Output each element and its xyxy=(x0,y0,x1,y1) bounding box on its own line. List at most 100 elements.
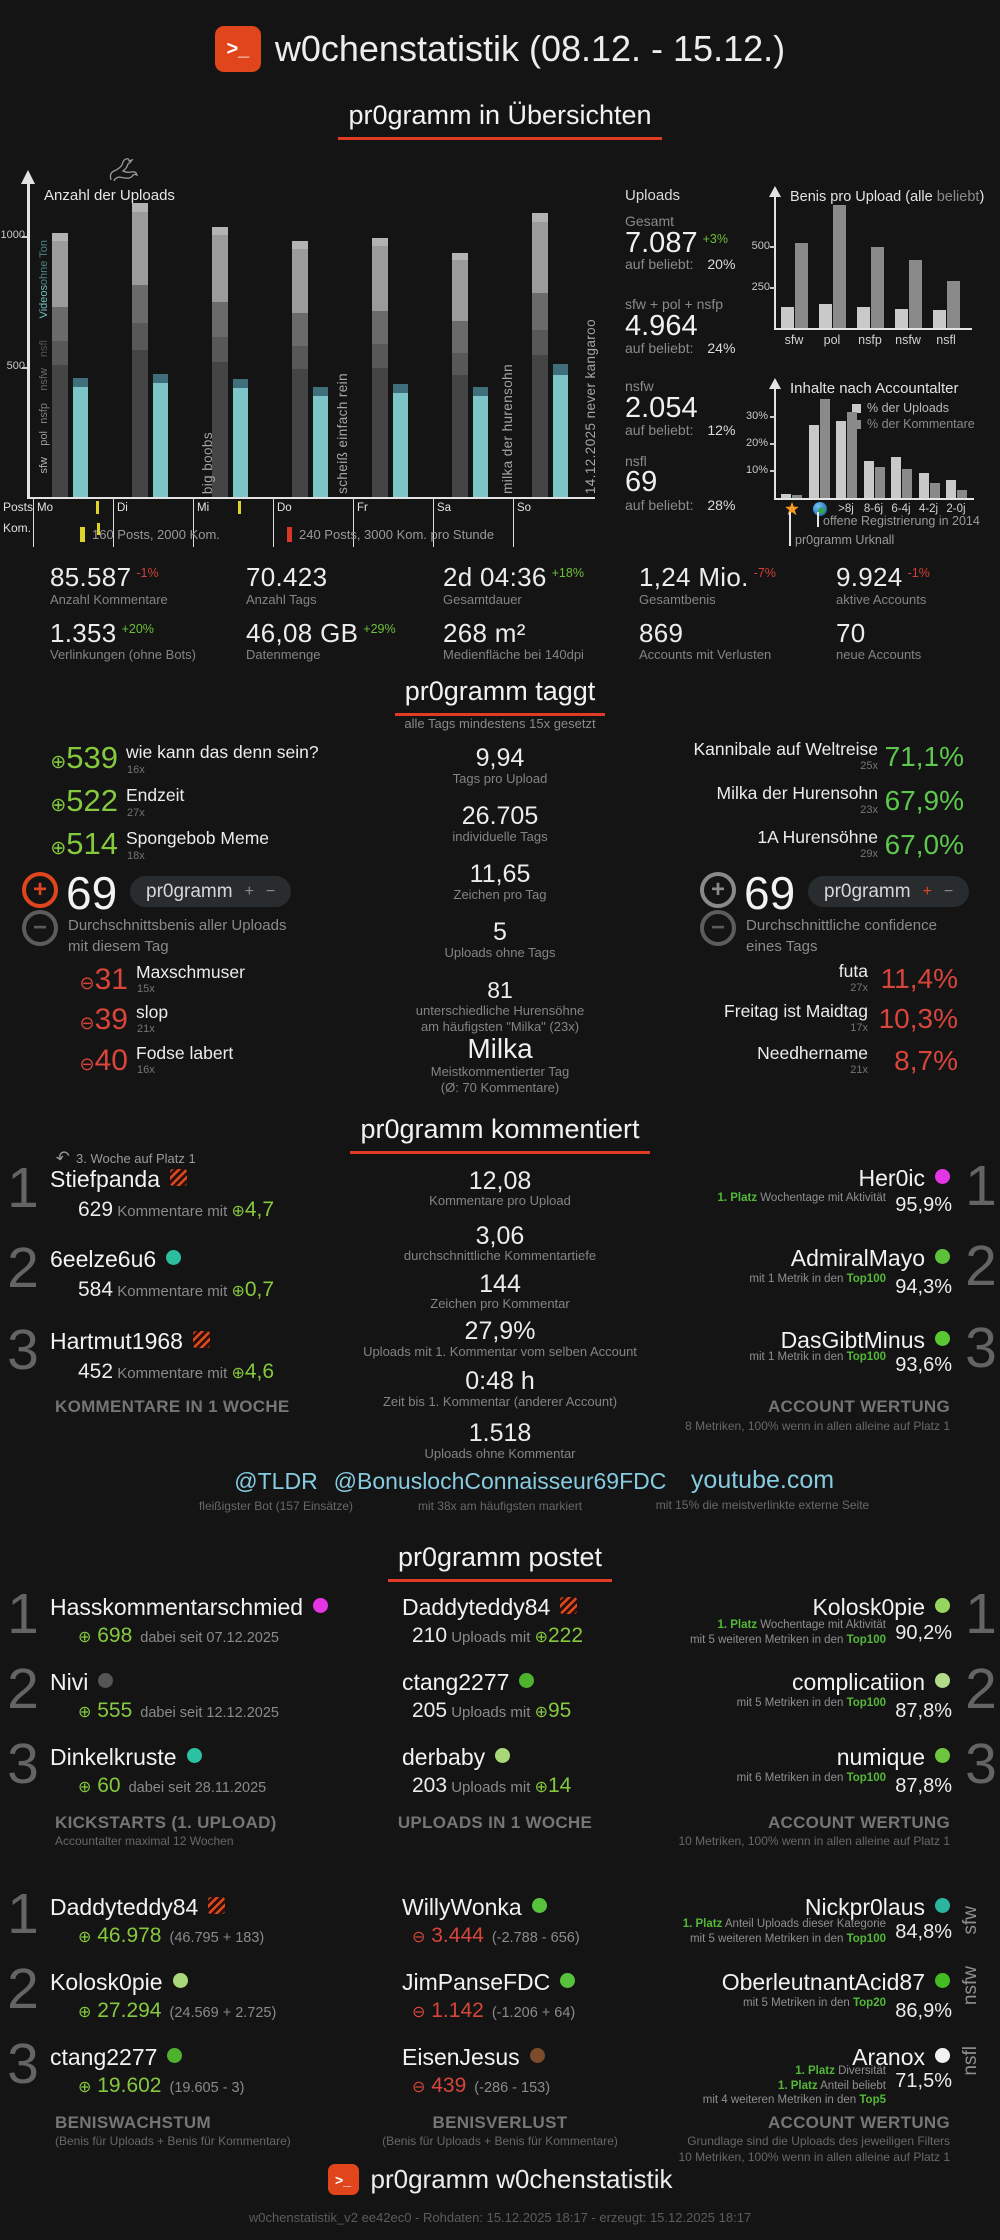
stat-caption: neue Accounts xyxy=(836,647,922,662)
user-dot-icon xyxy=(313,1598,329,1613)
benis-growth-stats: ⊕ 19.602 (19.605 - 3) xyxy=(78,2074,245,2097)
hatched-badge-icon xyxy=(169,1169,187,1186)
flop-tag-score: ⊖39 xyxy=(79,1003,128,1036)
uploads-stack-bar-mo xyxy=(52,233,68,241)
stat-caption: Accounts mit Verlusten xyxy=(639,647,772,662)
rank-digit: 2 xyxy=(965,1657,997,1721)
link-tldr: @TLDR fleißigster Bot (157 Einsätze) xyxy=(198,1468,354,1513)
column-footer: ACCOUNT WERTUNG xyxy=(767,1397,950,1416)
pill-minus: − xyxy=(943,882,954,900)
y-tick-1000: 1000 xyxy=(0,229,25,241)
benis-chart-plot: sfw pol nsfp nsfw nsfl xyxy=(781,203,973,347)
benis-bar-sfw-alle xyxy=(781,306,794,328)
top-tag-count: 16x xyxy=(127,764,145,776)
uploads-stack-bar-di xyxy=(132,202,148,212)
x-label-sa: Sa xyxy=(437,502,452,514)
user-dot-icon xyxy=(166,1250,182,1265)
uploads-video-bar-do xyxy=(313,395,328,497)
account-row: Aranox xyxy=(520,2044,950,2071)
uploads-panel-title: Uploads xyxy=(625,187,681,204)
plus-icon: ⊕ xyxy=(78,1929,92,1946)
kickstart-row: Hasskommentarschmied xyxy=(50,1594,329,1621)
uploads-value: 7.087 xyxy=(625,227,698,259)
user-dot-icon xyxy=(935,1169,950,1184)
rank-digit: 3 xyxy=(7,1318,39,1382)
legend-posts: 160 Posts, 2000 Kom. xyxy=(80,527,220,542)
rank-annotation: 3. Woche auf Platz 1 xyxy=(76,1151,196,1166)
center-stat-caption: Zeit bis 1. Kommentar (anderer Account) xyxy=(382,1394,618,1409)
uploads-video-bar-sa xyxy=(473,395,488,497)
legend-swatch-yellow xyxy=(80,527,85,542)
flop-tag-count: 21x xyxy=(137,1023,155,1035)
plus-icon: ⊕ xyxy=(534,1704,548,1721)
commenter-stats: 452 Kommentare mit ⊕4,6 xyxy=(78,1360,275,1383)
top-tag-score: ⊕514 xyxy=(50,826,118,861)
x-label-mi: Mi xyxy=(197,502,210,514)
uploads-sub: auf beliebt: 12% xyxy=(625,422,736,438)
account-score: 87,8% xyxy=(895,1700,952,1722)
kom-row-label: Kom. xyxy=(3,521,32,535)
account-detail: mit 1 Metrik in den Top100 xyxy=(749,1273,886,1285)
account-row: Kolosk0pie xyxy=(520,1594,950,1621)
account-row: DasGibtMinus xyxy=(520,1327,950,1354)
uploads-stack-bar-sa xyxy=(452,252,468,261)
section-postet: pr0gramm postet xyxy=(0,1542,1000,1582)
uploads-value-row: 7.087 +3% xyxy=(625,227,728,260)
y-tick-mark xyxy=(22,236,27,238)
center-stat-caption: Tags pro Upload xyxy=(452,771,548,786)
uploads-stack-bar-mo xyxy=(52,341,68,366)
conf-flop-label: futa xyxy=(838,961,868,981)
column-footer: KICKSTARTS (1. UPLOAD) xyxy=(55,1813,277,1832)
y-axis-arrow-icon xyxy=(769,378,781,389)
y-tick-mark xyxy=(22,367,27,369)
y-axis-arrow-icon xyxy=(21,170,35,184)
chart-benis-title: Benis pro Upload (alle beliebt) xyxy=(790,189,985,205)
account-detail: mit 1 Metrik in den Top100 xyxy=(749,1351,886,1363)
plus-icon: ⊕ xyxy=(231,1365,245,1382)
legend-label: 160 Posts, 2000 Kom. xyxy=(92,527,220,542)
category-label-nsfl: nsfl xyxy=(960,2046,981,2076)
center-stat-caption: individuelle Tags xyxy=(452,829,548,844)
column-footer-sub: Accountalter maximal 12 Wochen xyxy=(55,1834,234,1848)
account-detail: 1. Platz Wochentage mit Aktivität xyxy=(717,1192,886,1204)
pill-plus: + xyxy=(922,882,932,900)
annotation-tick xyxy=(789,512,791,546)
account-score: 87,8% xyxy=(895,1775,952,1797)
top-tag-label: wie kann das denn sein? xyxy=(126,742,319,762)
pr0gramm-logo-icon: >_ xyxy=(214,26,261,72)
conf-flop-count: 17x xyxy=(850,1022,868,1034)
day-divider xyxy=(513,499,514,547)
uploads-sub: auf beliebt: 28% xyxy=(625,497,736,513)
user-dot-icon xyxy=(167,2048,183,2063)
benis-loss-row: JimPanseFDC xyxy=(402,1969,576,1996)
benis-bar-sfw-beliebt xyxy=(795,242,808,328)
stat-caption: Gesamtbenis xyxy=(639,592,716,607)
y-axis-line xyxy=(774,197,776,329)
uploads-stack-bar-di xyxy=(132,211,148,286)
rank-digit: 3 xyxy=(7,2032,39,2096)
conf-tag-count: 29x xyxy=(860,848,878,860)
column-footer-sub: (Benis für Uploads + Benis für Kommentar… xyxy=(55,2134,291,2148)
uploads-label: nsfw xyxy=(625,378,654,394)
uploads-stack-bar-sa xyxy=(452,374,468,497)
top-tag-label: Spongebob Meme xyxy=(126,828,270,848)
commenter-stats: 584 Kommentare mit ⊕0,7 xyxy=(78,1278,275,1301)
uploads-stack-bar-di xyxy=(132,285,148,324)
column-footer: ACCOUNT WERTUNG xyxy=(767,2113,950,2132)
kickstart-stats: ⊕ 555 dabei seit 12.12.2025 xyxy=(78,1699,279,1722)
age-bar-2-1 xyxy=(847,411,857,498)
account-detail: mit 6 Metriken in den Top100 xyxy=(736,1772,886,1784)
plus-icon: ⊕ xyxy=(78,1629,92,1646)
benis-loss-stats: ⊖ 3.444 (-2.788 - 656) xyxy=(412,1924,580,1947)
uploads-video-bar-so xyxy=(553,375,568,497)
conf-flop-count: 21x xyxy=(850,1064,868,1076)
link-bonusloch: @BonuslochConnaisseur69FDC mit 38x am hä… xyxy=(333,1468,667,1513)
conf-tag-value: 71,1% xyxy=(884,741,964,772)
column-footer: KOMMENTARE IN 1 WOCHE xyxy=(55,1397,290,1416)
uploads-stack-bar-sa xyxy=(452,321,468,353)
day-divider xyxy=(193,499,194,547)
uploads-video-bar-mo xyxy=(73,387,88,497)
benis-bar-nsfl-beliebt xyxy=(947,280,960,328)
age-bar-1-0 xyxy=(808,425,819,498)
